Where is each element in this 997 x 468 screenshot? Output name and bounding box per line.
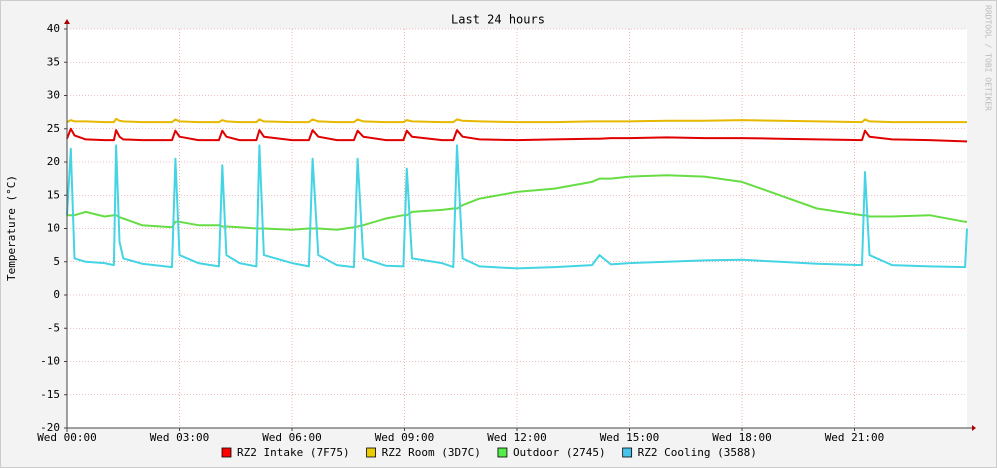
- y-tick-label: -20: [40, 421, 60, 434]
- y-tick-label: -15: [40, 388, 60, 401]
- x-axis-arrow: [972, 425, 976, 431]
- y-tick-label: 40: [47, 22, 60, 35]
- legend-swatch: [221, 447, 232, 458]
- y-axis-arrow: [64, 19, 70, 24]
- y-axis-label: Temperature (°C): [5, 175, 18, 281]
- x-tick-label: Wed 15:00: [600, 431, 660, 444]
- legend-swatch: [366, 447, 376, 458]
- x-tick-label: Wed 09:00: [375, 431, 435, 444]
- y-tick-label: 15: [47, 188, 60, 201]
- y-tick-label: 10: [47, 222, 60, 235]
- x-tick-label: Wed 18:00: [712, 431, 772, 444]
- y-tick-label: 30: [47, 89, 60, 102]
- series-line: [66, 127, 967, 143]
- legend-label: RZ2 Room (3D7C): [382, 446, 481, 459]
- legend-label: Outdoor (2745): [513, 446, 606, 459]
- x-tick-label: Wed 12:00: [487, 431, 547, 444]
- y-tick-label: 35: [47, 55, 60, 68]
- watermark: RRDTOOL / TOBI OETIKER: [984, 5, 993, 111]
- y-tick-label: 5: [53, 255, 60, 268]
- y-tick-label: -10: [40, 355, 60, 368]
- chart-title: Last 24 hours: [451, 13, 545, 27]
- series-line: [66, 144, 968, 270]
- y-tick-label: 25: [47, 122, 60, 135]
- x-tick-label: Wed 03:00: [150, 431, 210, 444]
- x-tick-label: Wed 21:00: [825, 431, 885, 444]
- lines: [66, 117, 968, 270]
- x-tick-label: Wed 00:00: [37, 431, 97, 444]
- series-line: [66, 117, 967, 124]
- y-tick-label: 0: [53, 288, 60, 301]
- x-tick-label: Wed 06:00: [262, 431, 322, 444]
- legend-label: RZ2 Intake (7F75): [237, 446, 350, 459]
- y-tick-label: -5: [47, 321, 60, 334]
- legend: RZ2 Intake (7F75) RZ2 Room (3D7C) Outdoor …: [221, 446, 757, 459]
- legend-swatch: [622, 447, 633, 458]
- y-tick-label: 20: [47, 155, 60, 168]
- legend-swatch: [497, 447, 508, 458]
- legend-label: RZ2 Cooling (3588): [638, 446, 757, 459]
